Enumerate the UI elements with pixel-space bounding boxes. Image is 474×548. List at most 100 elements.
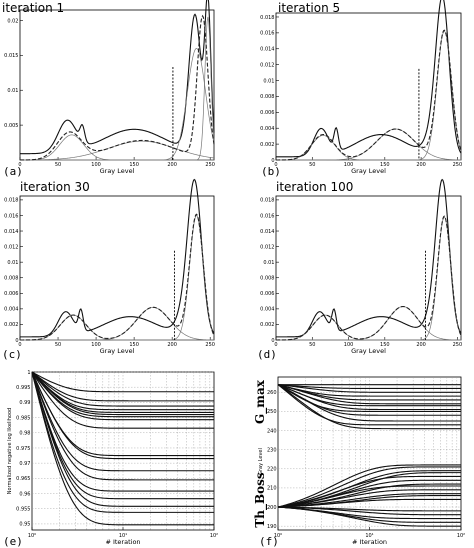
likelihood-curve: [31, 371, 214, 407]
x-tick-label: 250: [453, 342, 463, 348]
x-tick-label: 150: [380, 162, 390, 168]
x-axis-label: Gray Level: [100, 347, 135, 355]
y-tick-label: 0.015: [4, 53, 18, 59]
likelihood-curve: [31, 371, 214, 418]
panel-c: 0 50 100 150 200 250 0 0.002 0.004 0.006 0.008 0.01…: [2, 178, 215, 361]
x-tick-label: 250: [205, 342, 215, 348]
gmax-curve: [277, 384, 461, 411]
x-tick-label: 100: [91, 342, 101, 348]
y-tick-label: 0.95: [19, 522, 30, 528]
y-tick-label: 0.005: [4, 123, 18, 129]
threshold-curve: [277, 506, 461, 516]
panel-title: iteration 100: [276, 180, 353, 194]
y-tick-label: 0.004: [4, 307, 18, 313]
panel-label: (a): [3, 165, 23, 178]
y-tick-label: 0.008: [260, 276, 274, 282]
y-tick-label: 0.006: [260, 110, 274, 116]
y-tick-label: 0.995: [16, 385, 30, 391]
mixture-curve: [20, 14, 215, 161]
panel-label: (e): [3, 535, 23, 548]
y-tick-label: 0.98: [19, 431, 30, 437]
y-tick-label: 0.018: [4, 198, 18, 204]
likelihood-curve: [31, 371, 214, 413]
component-curve: [276, 135, 461, 161]
x-axis-label: Gray Level: [351, 167, 386, 175]
likelihood-curve: [31, 371, 214, 393]
y-tick-label: 0.01: [7, 260, 18, 266]
gmax-curve: [277, 384, 461, 393]
y-tick-label: 0.965: [16, 476, 30, 482]
plot-frame: [275, 12, 462, 161]
y-tick-label: 0.99: [19, 400, 30, 406]
y-tick-label: 0.014: [4, 229, 18, 235]
threshold-curve: [277, 485, 461, 508]
gmax-annotation: G_max: [253, 379, 268, 424]
y-tick-label: 200: [267, 505, 277, 511]
x-tick-label: 10⁰: [274, 533, 282, 539]
panel-f: 190 200 210 220 230 240 250 260 10⁰ 10¹ 10² # Itera…: [253, 376, 465, 548]
component-curve: [276, 30, 462, 161]
x-tick-label: 250: [205, 162, 215, 168]
plot-frame: [19, 195, 215, 341]
likelihood-curve: [31, 371, 214, 492]
y-tick-label: 0.02: [7, 18, 18, 24]
y-tick-label: 0.006: [4, 291, 18, 297]
x-tick-label: 50: [55, 342, 61, 348]
panel-label: (d): [257, 348, 277, 361]
x-tick-label: 0: [274, 162, 277, 168]
threshold-curve: [277, 498, 461, 508]
likelihood-curve: [31, 371, 214, 472]
mixture-curve: [276, 215, 462, 341]
likelihood-curve: [31, 371, 214, 421]
x-tick-label: 10⁰: [28, 533, 36, 539]
y-tick-label: 0.01: [7, 88, 18, 94]
plot-frame: [19, 9, 215, 161]
x-tick-label: 200: [416, 342, 426, 348]
y-tick-label: 0.012: [260, 62, 274, 68]
y-tick-label: 1: [27, 370, 30, 376]
y-tick-label: 220: [267, 467, 277, 473]
y-tick-label: 0.002: [4, 322, 18, 328]
x-tick-label: 50: [55, 162, 61, 168]
panel-title: iteration 30: [20, 180, 90, 194]
th-boss-annotation: Th_Boss: [253, 472, 268, 528]
component-curve: [19, 140, 215, 161]
y-tick-label: 0.985: [16, 415, 30, 421]
x-tick-label: 10²: [457, 533, 465, 539]
mixture-curve: [276, 29, 462, 161]
x-tick-label: 150: [129, 342, 139, 348]
gmax-curve: [277, 384, 461, 422]
panel-b: 0 50 100 150 200 250 0 0.002 0.004 0.006 0.008 0.01…: [260, 0, 462, 178]
panel-d: 0 50 100 150 200 250 0 0.002 0.004 0.006 0.008 0.01…: [257, 178, 463, 361]
x-axis-label: Gray Level: [351, 347, 386, 355]
x-tick-label: 0: [18, 342, 21, 348]
mixture-curve: [20, 213, 215, 341]
gmax-curve: [277, 384, 461, 426]
y-tick-label: 0.016: [260, 213, 274, 219]
x-tick-label: 150: [380, 342, 390, 348]
y-tick-label: 190: [267, 524, 277, 530]
panel-a: 0 50 100 150 200 250 0.005 0.01 0.015 0.02 Gray Le…: [2, 0, 215, 178]
likelihood-curve: [31, 371, 214, 460]
threshold-curve: [277, 506, 461, 527]
y-tick-label: 0.01: [263, 260, 274, 266]
x-tick-label: 10¹: [365, 533, 373, 539]
y-tick-label: 0.975: [16, 446, 30, 452]
panel-label: (c): [2, 348, 22, 361]
panel-title: iteration 5: [278, 1, 340, 15]
y-tick-label: 0: [271, 338, 274, 344]
x-axis-label: # Iteration: [352, 538, 387, 546]
component-curve: [20, 47, 215, 161]
x-tick-label: 100: [344, 162, 354, 168]
y-tick-label: 0.014: [260, 47, 274, 53]
likelihood-curve: [31, 371, 214, 416]
threshold-curve: [277, 489, 461, 508]
y-tick-label: 0.012: [4, 244, 18, 250]
x-tick-label: 200: [416, 162, 426, 168]
panel-label: (b): [261, 165, 281, 178]
histogram-curve: [20, 0, 215, 155]
x-tick-label: 150: [129, 162, 139, 168]
y-tick-label: 240: [267, 428, 277, 434]
component-curve: [276, 216, 462, 341]
